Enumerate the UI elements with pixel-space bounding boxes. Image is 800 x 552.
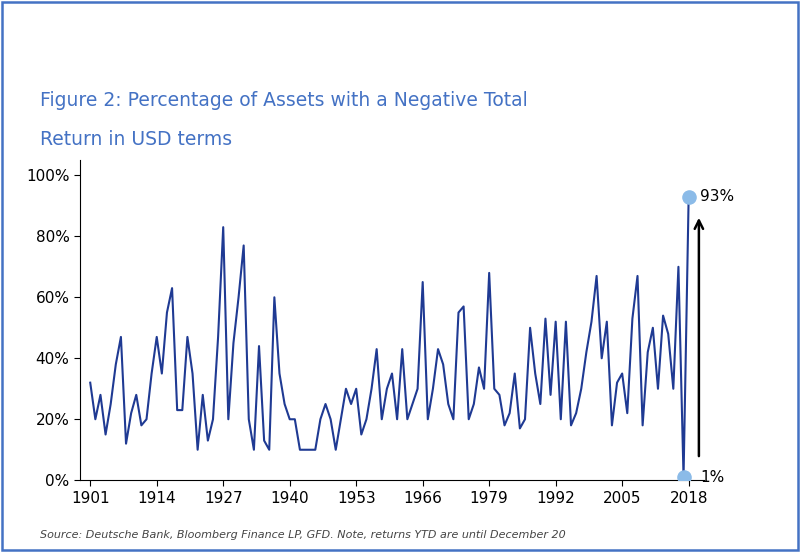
- Point: [682, 192, 695, 201]
- Text: Figure 2: Percentage of Assets with a Negative Total: Figure 2: Percentage of Assets with a Ne…: [40, 92, 528, 110]
- Text: 1%: 1%: [701, 470, 725, 485]
- Text: Return in USD terms: Return in USD terms: [40, 130, 232, 149]
- Point: [677, 473, 690, 481]
- Text: 93%: 93%: [701, 189, 734, 204]
- Text: Source: Deutsche Bank, Bloomberg Finance LP, GFD. Note, returns YTD are until De: Source: Deutsche Bank, Bloomberg Finance…: [40, 530, 566, 540]
